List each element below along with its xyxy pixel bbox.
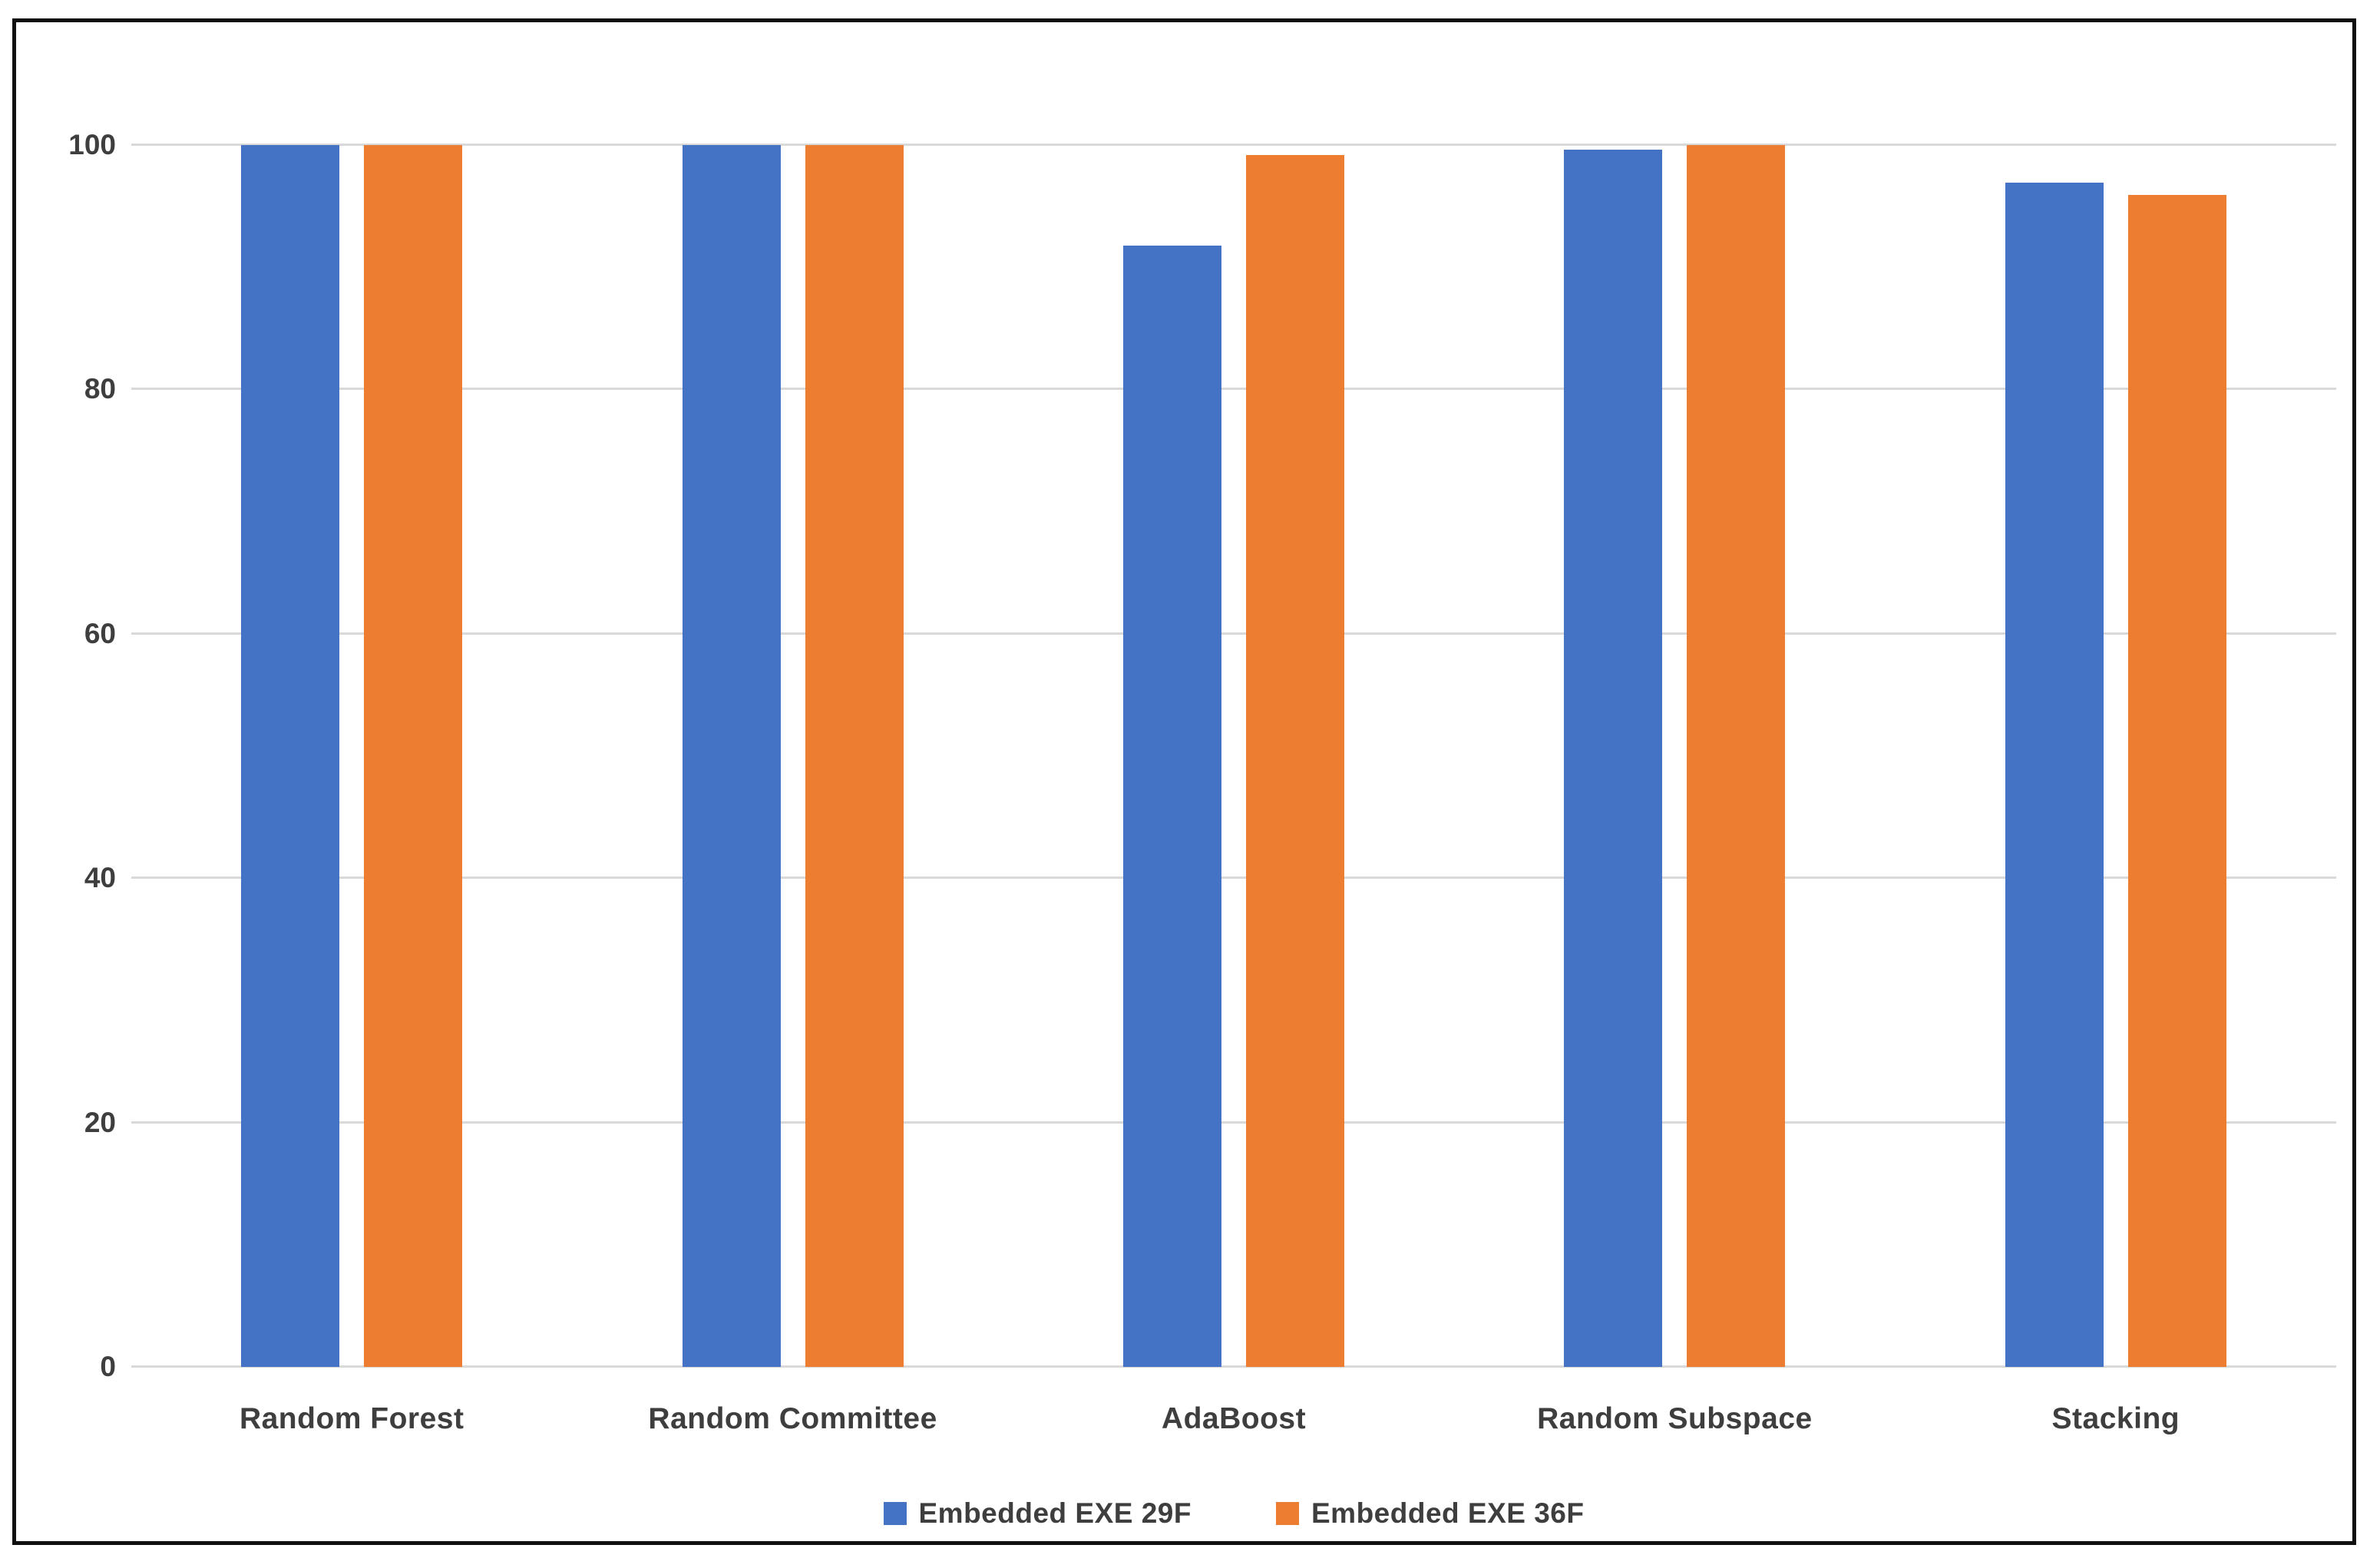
bar-embedded-exe-29f-random-subspace — [1564, 150, 1663, 1367]
bar-group-stacking — [1896, 145, 2336, 1367]
bar-embedded-exe-36f-random-forest — [364, 145, 463, 1367]
bars-layer — [131, 145, 2336, 1367]
bar-group-random-committee — [572, 145, 1013, 1367]
bar-embedded-exe-36f-random-committee — [805, 145, 904, 1367]
bar-embedded-exe-29f-stacking — [2005, 183, 2104, 1367]
legend-swatch-icon — [1276, 1502, 1299, 1525]
y-tick-label-60: 60 — [84, 617, 116, 649]
gridline-100 — [131, 144, 2336, 146]
y-tick-label-20: 20 — [84, 1106, 116, 1138]
gridline-40 — [131, 876, 2336, 880]
y-tick-label-0: 0 — [100, 1351, 116, 1382]
legend: Embedded EXE 29F Embedded EXE 36F — [131, 1497, 2336, 1530]
x-category-label-stacking: Stacking — [2051, 1402, 2180, 1435]
y-tick-label-40: 40 — [84, 862, 116, 894]
bar-embedded-exe-36f-adaboost — [1246, 154, 1345, 1367]
y-tick-label-100: 100 — [68, 129, 116, 160]
plot-area — [131, 144, 2336, 1368]
bar-embedded-exe-29f-random-forest — [241, 145, 340, 1367]
gridline-0 — [131, 1365, 2336, 1368]
y-tick-label-80: 80 — [84, 373, 116, 405]
legend-item-embedded-exe-29f: Embedded EXE 29F — [883, 1497, 1192, 1530]
bar-group-random-forest — [131, 145, 572, 1367]
x-category-label-random-subspace: Random Subspace — [1537, 1402, 1813, 1435]
bar-embedded-exe-29f-random-committee — [682, 145, 781, 1367]
legend-label: Embedded EXE 29F — [918, 1497, 1192, 1529]
x-category-label-random-committee: Random Committee — [648, 1402, 937, 1435]
x-category-label-random-forest: Random Forest — [239, 1402, 464, 1435]
y-axis: 0 20 40 60 80 100 — [24, 129, 116, 1382]
legend-swatch-icon — [883, 1502, 907, 1525]
chart-frame-border: 0 20 40 60 80 100 Random Forest Random Committ… — [12, 18, 2356, 1545]
bar-embedded-exe-36f-random-subspace — [1687, 145, 1786, 1367]
legend-label: Embedded EXE 36F — [1311, 1497, 1585, 1529]
bar-group-adaboost — [1013, 145, 1454, 1367]
gridline-20 — [131, 1121, 2336, 1124]
x-category-label-adaboost: AdaBoost — [1161, 1402, 1307, 1435]
gridline-60 — [131, 632, 2336, 635]
bar-group-random-subspace — [1454, 145, 1895, 1367]
bar-embedded-exe-36f-stacking — [2127, 195, 2226, 1367]
legend-item-embedded-exe-36f: Embedded EXE 36F — [1276, 1497, 1585, 1530]
gridline-80 — [131, 388, 2336, 391]
bar-embedded-exe-29f-adaboost — [1123, 245, 1222, 1367]
x-axis-labels: Random Forest Random Committee AdaBoost Ran… — [131, 1402, 2336, 1436]
